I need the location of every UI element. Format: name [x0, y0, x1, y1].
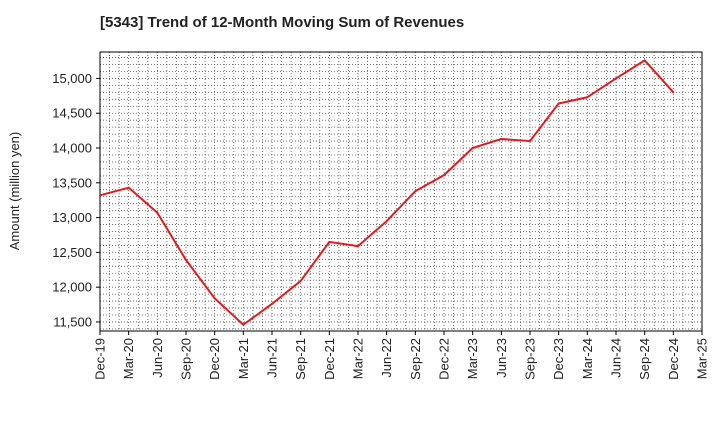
- x-tick-label: Dec-21: [322, 338, 337, 380]
- data-point: [443, 174, 445, 177]
- data-point: [127, 186, 130, 189]
- x-tick-label: Jun-21: [265, 338, 280, 378]
- data-point: [213, 297, 216, 300]
- data-point: [643, 59, 646, 62]
- x-tick-label: Jun-20: [150, 338, 165, 378]
- x-tick-label: Mar-25: [695, 338, 710, 379]
- y-tick-label: 14,500: [52, 106, 92, 121]
- data-point: [471, 147, 474, 150]
- x-axis-ticks: Dec-19 Mar-20 Jun-20 Sep-20 Dec-20 Mar-21 Jun-…: [93, 331, 710, 380]
- y-axis-title: Amount (million yen): [7, 132, 22, 251]
- data-point: [99, 194, 101, 197]
- y-axis-ticks: 11,500 12,000 12,500 13,000 13,500 14,000 14,5…: [52, 71, 100, 329]
- series-layer: [99, 59, 675, 326]
- data-point: [328, 240, 331, 243]
- grid-lines: [100, 52, 702, 331]
- x-tick-label: Mar-21: [236, 338, 251, 379]
- data-point: [414, 190, 417, 193]
- x-tick-label: Mar-20: [121, 338, 136, 379]
- x-tick-label: Dec-19: [93, 338, 108, 380]
- y-tick-label: 12,000: [52, 280, 92, 295]
- x-tick-label: Sep-21: [293, 338, 308, 380]
- data-point: [672, 91, 675, 94]
- y-tick-label: 15,000: [52, 71, 92, 86]
- x-tick-label: Sep-24: [637, 338, 652, 380]
- y-tick-label: 12,500: [52, 245, 92, 260]
- y-tick-label: 14,000: [52, 141, 92, 156]
- data-point: [271, 302, 273, 305]
- y-tick-label: 13,500: [52, 175, 92, 190]
- data-point: [586, 96, 589, 99]
- data-point: [357, 245, 359, 248]
- data-point: [156, 211, 159, 214]
- x-tick-label: Jun-22: [379, 338, 394, 378]
- x-tick-label: Dec-20: [207, 338, 222, 380]
- x-tick-label: Dec-23: [551, 338, 566, 380]
- data-point: [557, 102, 560, 105]
- data-point: [529, 140, 531, 143]
- x-tick-label: Mar-24: [580, 338, 595, 379]
- plot-frame: [99, 51, 703, 332]
- data-point: [500, 137, 503, 140]
- x-tick-label: Sep-22: [408, 338, 423, 380]
- chart-title: [5343] Trend of 12-Month Moving Sum of R…: [100, 14, 465, 31]
- x-tick-label: Sep-23: [523, 338, 538, 380]
- x-tick-label: Sep-20: [179, 338, 194, 380]
- data-point: [185, 259, 187, 262]
- x-tick-label: Mar-23: [465, 338, 480, 379]
- chart-axes: [99, 51, 703, 332]
- data-point: [299, 279, 302, 282]
- y-tick-label: 13,000: [52, 210, 92, 225]
- data-point: [385, 220, 388, 223]
- x-tick-label: Jun-24: [609, 338, 624, 378]
- data-point: [242, 323, 245, 326]
- x-tick-label: Mar-22: [351, 338, 366, 379]
- y-tick-label: 11,500: [53, 314, 92, 329]
- data-point: [615, 77, 617, 80]
- x-tick-label: Jun-23: [494, 338, 509, 378]
- x-tick-label: Dec-22: [437, 338, 452, 380]
- x-tick-label: Dec-24: [666, 338, 681, 380]
